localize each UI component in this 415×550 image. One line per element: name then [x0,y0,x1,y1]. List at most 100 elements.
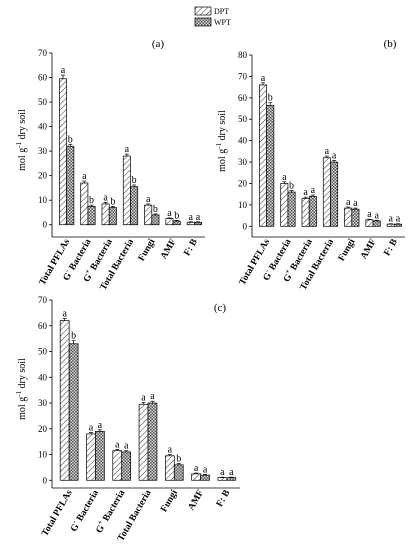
y-tick-label: 30 [38,146,48,156]
bar-dpt [259,84,267,227]
y-axis-label: mol g-1 dry soil [215,110,228,172]
significance-letter: a [146,194,151,205]
significance-letter: a [311,185,316,196]
significance-letter: a [229,467,234,478]
significance-letter: a [82,171,87,182]
bar-wpt [172,220,181,226]
x-category-label: AMF [187,488,207,512]
significance-letter: a [98,420,103,431]
y-tick-label: 20 [38,424,48,434]
y-tick-label: 60 [38,321,48,331]
y-tick-label: 30 [38,398,48,408]
legend-swatch-wpt [194,17,212,27]
x-category-label: AMF [359,237,379,261]
significance-letter: a [189,212,194,223]
y-tick-label: 10 [38,195,48,205]
bar-wpt [68,343,79,481]
y-tick-label: 70 [238,71,248,81]
x-category-label: Fungi [337,237,358,263]
panel-label: (c) [214,302,227,314]
bar-dpt [165,218,174,226]
bar-dpt [80,182,89,226]
bar-wpt [108,207,117,226]
bar-wpt [330,161,339,227]
legend-swatch-dpt [194,6,212,16]
y-tick-label: 40 [38,122,48,132]
x-category-label: Fungi [137,237,158,263]
bar-dpt [344,207,353,227]
bar-wpt [200,474,210,481]
significance-letter: a [125,144,130,155]
significance-letter: a [396,214,401,225]
significance-letter: a [89,422,94,433]
bar-dpt [322,157,331,227]
y-tick-label: 50 [38,97,48,107]
y-tick-label: 60 [238,93,248,103]
bar-wpt [173,464,184,481]
y-tick-label: 20 [38,171,48,181]
bar-wpt [151,214,160,226]
significance-letter: a [124,441,129,452]
significance-letter: a [374,210,379,221]
y-tick-label: 50 [238,114,248,124]
significance-letter: b [68,134,73,145]
significance-letter: a [325,146,330,157]
significance-letter: a [282,172,287,183]
y-tick-label: 50 [38,347,48,357]
significance-letter: a [168,445,173,456]
significance-letter: b [71,331,76,342]
significance-letter: a [353,198,358,209]
bar-dpt [365,219,374,227]
bar-wpt [266,104,275,227]
bar-wpt [121,451,132,481]
y-tick-label: 10 [38,450,48,460]
x-category-label: AMF [159,237,179,261]
x-category-label: Total PFLAs [40,488,75,538]
x-category-label: F: B [215,488,233,509]
x-category-label: Fungi [159,488,180,514]
y-tick-label: 70 [38,48,48,58]
bar-dpt [191,473,201,481]
y-axis-label: mol g-1 dry soil [15,109,28,171]
significance-letter: a [194,463,199,474]
bar-dpt [59,320,70,481]
x-category-label: F: B [182,237,200,258]
significance-letter: b [110,196,115,207]
bar-wpt [130,186,139,226]
significance-letter: a [332,150,337,161]
panel-label: (b) [384,38,397,50]
y-tick-label: 40 [238,136,248,146]
significance-letter: b [289,180,294,191]
bar-dpt [164,455,175,481]
significance-letter: a [103,192,108,203]
y-tick-label: 80 [238,50,248,60]
significance-letter: b [174,210,179,221]
bar-dpt [138,403,149,481]
bar-wpt [287,191,296,227]
significance-letter: a [389,214,394,225]
significance-letter: a [141,392,146,403]
significance-letter: a [167,208,172,219]
y-tick-label: 20 [238,178,248,188]
y-tick-label: 0 [243,221,248,231]
bar-wpt [351,208,360,227]
bar-wpt [147,402,158,481]
bar-dpt [122,155,131,226]
x-category-label: F: B [382,237,400,258]
bar-wpt [308,195,317,227]
bar-wpt [95,430,105,481]
significance-letter: a [261,73,266,84]
panel-label: (a) [152,38,165,50]
bar-wpt [372,220,381,227]
bar-wpt [87,205,96,226]
y-tick-label: 10 [238,200,248,210]
significance-letter: a [150,391,155,402]
significance-letter: b [176,454,181,465]
significance-letter: b [153,204,158,215]
bar-dpt [59,78,67,226]
bar-dpt [301,198,310,227]
y-tick-label: 30 [238,157,248,167]
